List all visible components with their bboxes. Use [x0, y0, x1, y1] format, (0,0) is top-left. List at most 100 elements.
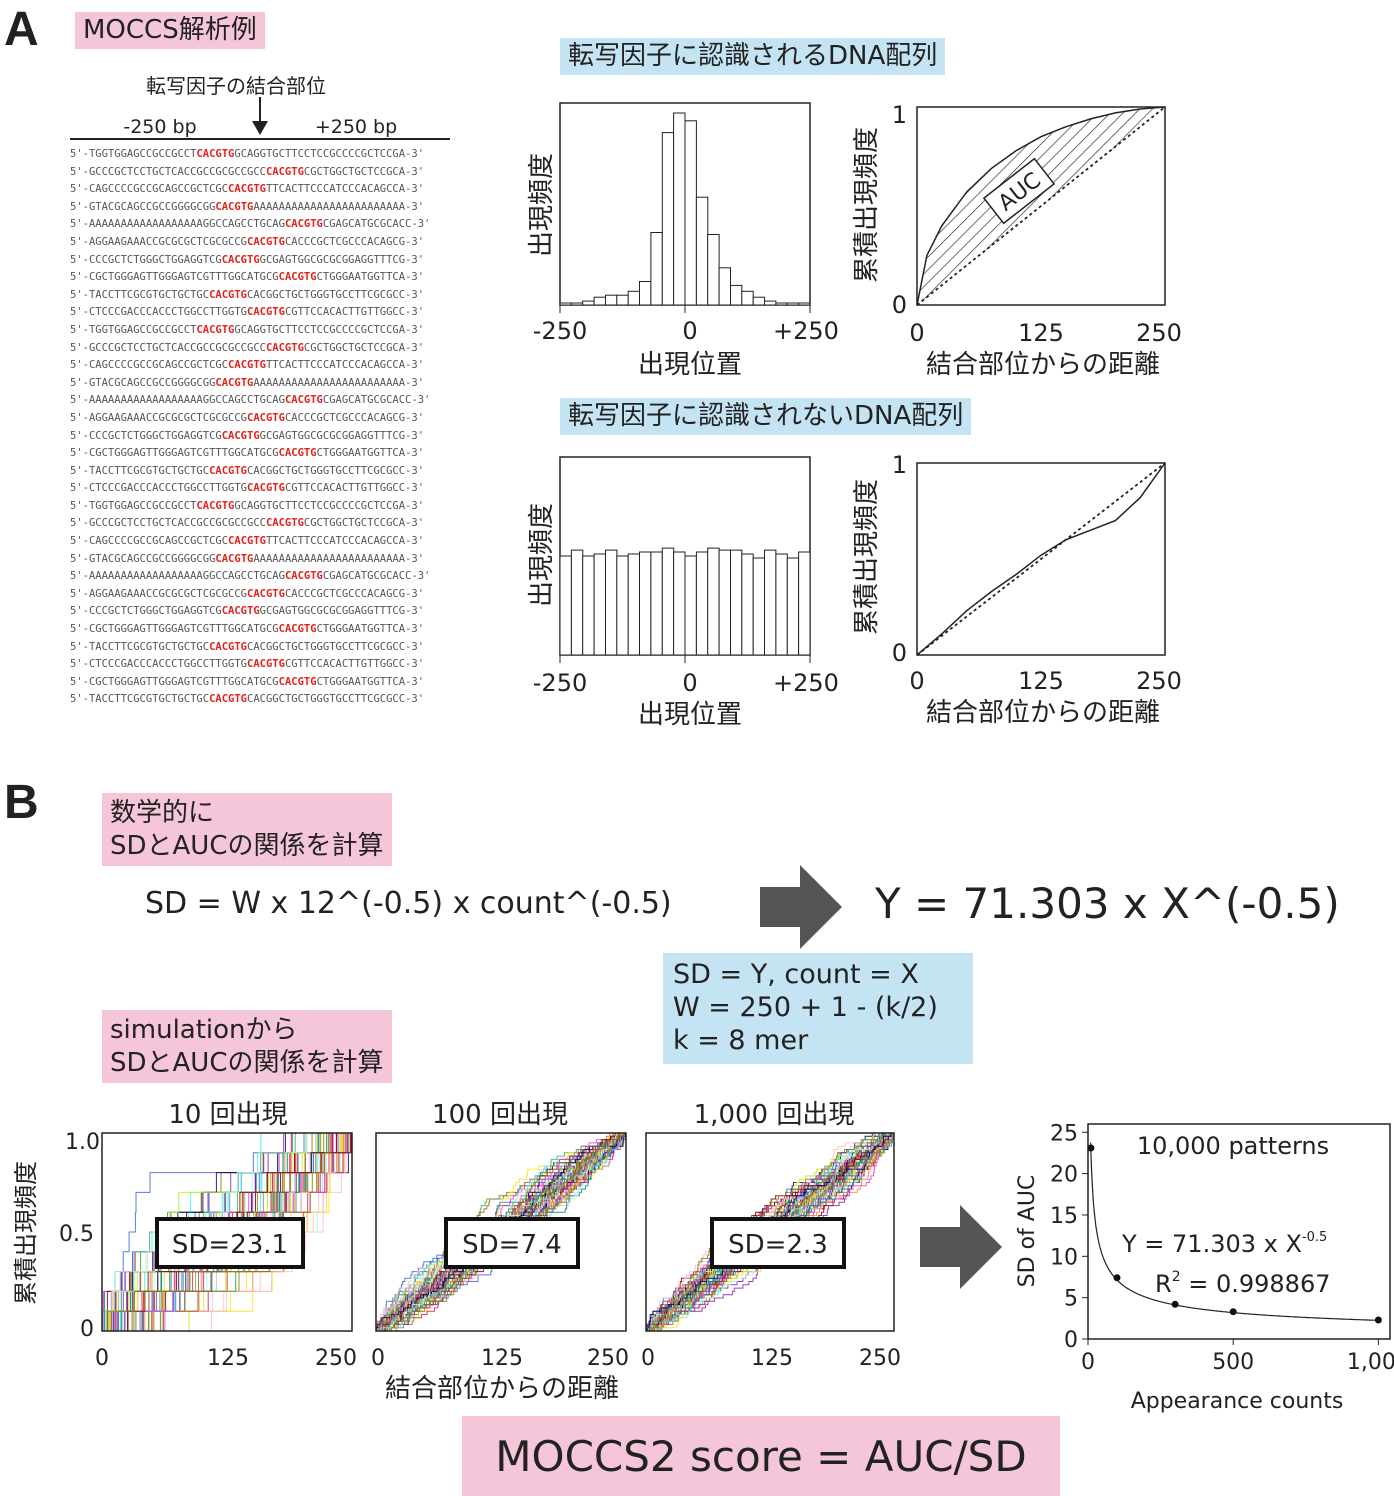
seq-motif: CACGTG: [215, 552, 254, 565]
seq-motif: CACGTG: [221, 605, 260, 618]
hist1-bar: [559, 302, 572, 306]
math-tag-line1: 数学的に: [110, 798, 215, 828]
left-window-label: -250 bp: [123, 116, 196, 138]
seq-motif: CACGTG: [209, 640, 248, 653]
hist1-bar: [627, 290, 641, 306]
cum2-curve: [916, 462, 1166, 656]
seq-suffix: CGTTCCACACTTGTTGGCC-3': [284, 306, 425, 319]
sim-title-10: 10 回出現: [168, 1100, 287, 1130]
scatter-ytick-label: 5: [1064, 1287, 1078, 1312]
seq-suffix: CGAGCATGCGCACC-3': [322, 394, 431, 407]
seq-prefix: 5'-TGGTGGAGCCGCCGCCT: [70, 148, 197, 160]
hist1-bar: [718, 267, 732, 306]
hist2-bar: [627, 553, 641, 656]
scatter-xtick-label: 1,000: [1347, 1350, 1394, 1375]
seq-motif: CACGTG: [215, 376, 254, 389]
seq-suffix: CACGGCTGCTGGGTGCCTTCGCGCC-3': [247, 288, 425, 301]
right-arrow-icon: [760, 865, 842, 949]
seq-prefix: 5'-TACCTTCGCGTGCTGCTGC: [70, 464, 210, 477]
hist1-xtick-min: -250: [533, 317, 587, 345]
cum1-xlabel: 結合部位からの距離: [926, 350, 1160, 380]
cum1-xtick-0: 0: [909, 319, 924, 347]
sequence-line: 5'-AAAAAAAAAAAAAAAAAAGGCCAGCCTGCAGCACGTG…: [70, 392, 470, 410]
seq-suffix: TTCACTTCCCATCCCACAGCCA-3': [265, 359, 425, 372]
unrecognized-title: 転写因子に認識されないDNA配列: [560, 398, 972, 435]
hist1-bar: [741, 290, 754, 306]
hist1-bar: [775, 302, 788, 306]
final-score-box: MOCCS2 score = AUC/SD: [462, 1416, 1060, 1496]
cum1-ylabel: 累積出現頻度: [852, 127, 882, 283]
scatter-xtick-label: 500: [1212, 1350, 1254, 1375]
hist1-bar: [684, 120, 697, 306]
hist2-bar: [673, 551, 686, 656]
seq-motif: CACGTG: [278, 447, 317, 460]
sim-ytick-0: 0: [80, 1317, 94, 1342]
hist2-bar: [730, 549, 743, 656]
hist2-bar: [582, 555, 595, 656]
binding-site-arrow-icon: [252, 121, 268, 135]
sequence-line: 5'-AGGAAGAAACCGCGCGCTCGCGCCGCACGTGCACCCG…: [70, 410, 470, 428]
seq-prefix: 5'-TACCTTCGCGTGCTGCTGC: [70, 693, 210, 706]
hist2-bar: [798, 551, 811, 656]
sequence-line: 5'-AAAAAAAAAAAAAAAAAAGGCCAGCCTGCAGCACGTG…: [70, 216, 470, 234]
sequence-line: 5'-CAGCCCCGCCGCAGCCGCTCGCCACGTGTTCACTTCC…: [70, 357, 470, 375]
window-ruler: -250 bp +250 bp: [70, 97, 450, 140]
seq-motif: CACGTG: [247, 658, 285, 671]
cum2-ylabel: 累積出現頻度: [852, 479, 882, 635]
seq-prefix: 5'-TGGTGGAGCCGCCGCCT: [70, 323, 197, 336]
sim-ytick-1: 1.0: [65, 1130, 100, 1155]
hist1-bar: [730, 284, 743, 306]
hist2-bar: [650, 551, 663, 656]
fit-formula-exp: -0.5: [1302, 1230, 1327, 1245]
sequence-line: 5'-TACCTTCGCGTGCTGCTGCCACGTGCACGGCTGCTGG…: [70, 463, 470, 481]
sequence-line: 5'-CCCGCTCTGGGCTGGAGGTCGCACGTGGCGAGTGGCG…: [70, 428, 470, 446]
seq-prefix: 5'-CGCTGGGAGTTGGGAGTCGTTTGGCATGCG: [70, 447, 279, 460]
sequence-line: 5'-GTACGCAGCCGCCGGGGCGGCACGTGAAAAAAAAAAA…: [70, 199, 470, 217]
seq-prefix: 5'-CAGCCCCGCCGCAGCCGCTCGC: [70, 359, 229, 372]
sim1000-xtick-0: 0: [641, 1346, 655, 1371]
hist2-xlabel: 出現位置: [638, 700, 742, 730]
scatter-ytick-label: 10: [1050, 1245, 1078, 1270]
seq-motif: CACGTG: [247, 482, 285, 495]
scatter-title: 10,000 patterns: [1137, 1132, 1329, 1160]
seq-suffix: AAAAAAAAAAAAAAAAAAAAAAAA-3': [253, 200, 425, 213]
seq-motif: CACGTG: [196, 499, 235, 512]
seq-motif: CACGTG: [278, 271, 317, 284]
cum1-ytick-min: 0: [892, 291, 907, 319]
seq-suffix: GCAGGTGCTTCCTCCGCCCCGCTCCGA-3': [234, 148, 425, 160]
sim100-xtick-250: 250: [587, 1346, 629, 1371]
seq-suffix: CTGGGAATGGTTCA-3': [316, 623, 425, 636]
sim-sd-10: SD=23.1: [172, 1230, 288, 1260]
cum1-ytick-max: 1: [892, 101, 907, 129]
seq-suffix: CTGGGAATGGTTCA-3': [316, 447, 425, 460]
cum2-ytick-min: 0: [892, 639, 907, 667]
scatter-point: [1374, 1316, 1382, 1324]
seq-prefix: 5'-CCCGCTCTGGGCTGGAGGTCG: [70, 253, 222, 266]
seq-suffix: CGTTCCACACTTGTTGGCC-3': [284, 658, 425, 671]
seq-motif: CACGTG: [265, 165, 304, 178]
r-squared: R2 = 0.998867: [1155, 1269, 1331, 1298]
sim10-xtick-250: 250: [315, 1346, 357, 1371]
formula-sd: SD = W x 12^(-0.5) x count^(-0.5): [145, 886, 672, 921]
simulation-tag: simulationから SDとAUCの関係を計算: [102, 1010, 392, 1083]
seq-motif: CACGTG: [196, 148, 235, 160]
hist2-ylabel: 出現頻度: [527, 503, 557, 607]
hist1-bar: [764, 300, 777, 306]
hist2-bar: [684, 555, 697, 656]
sequence-line: 5'-GTACGCAGCCGCCGGGGCGGCACGTGAAAAAAAAAAA…: [70, 551, 470, 569]
def-line3: k = 8 mer: [673, 1024, 809, 1056]
sequence-line: 5'-CTCCCGACCCACCCTGGCCTTGGTGCACGTGCGTTCC…: [70, 656, 470, 674]
recognized-title: 転写因子に認識されるDNA配列: [560, 38, 946, 75]
sim-plot-100: 100 回出現 SD=7.4 0 125 250: [371, 1100, 629, 1371]
seq-prefix: 5'-GCCCGCTCCTGCTCACCGCCGCGCCGCC: [70, 165, 266, 178]
sequence-line: 5'-TGGTGGAGCCGCCGCCTCACGTGGCAGGTGCTTCCTC…: [70, 322, 470, 340]
sequence-line: 5'-GCCCGCTCCTGCTCACCGCCGCGCCGCCCACGTGCGC…: [70, 340, 470, 358]
sequence-line: 5'-GTACGCAGCCGCCGGGGCGGCACGTGAAAAAAAAAAA…: [70, 375, 470, 393]
hist1-bar: [639, 281, 652, 306]
hist1-bar: [752, 296, 766, 306]
sequence-line: 5'-CTCCCGACCCACCCTGGCCTTGGTGCACGTGCGTTCC…: [70, 304, 470, 322]
sequence-line: 5'-CGCTGGGAGTTGGGAGTCGTTTGGCATGCGCACGTGC…: [70, 674, 470, 692]
hist1-bar: [673, 112, 686, 306]
sequence-line: 5'-AGGAAGAAACCGCGCGCTCGCGCCGCACGTGCACCCG…: [70, 234, 470, 252]
hist1-xlabel: 出現位置: [638, 350, 742, 380]
